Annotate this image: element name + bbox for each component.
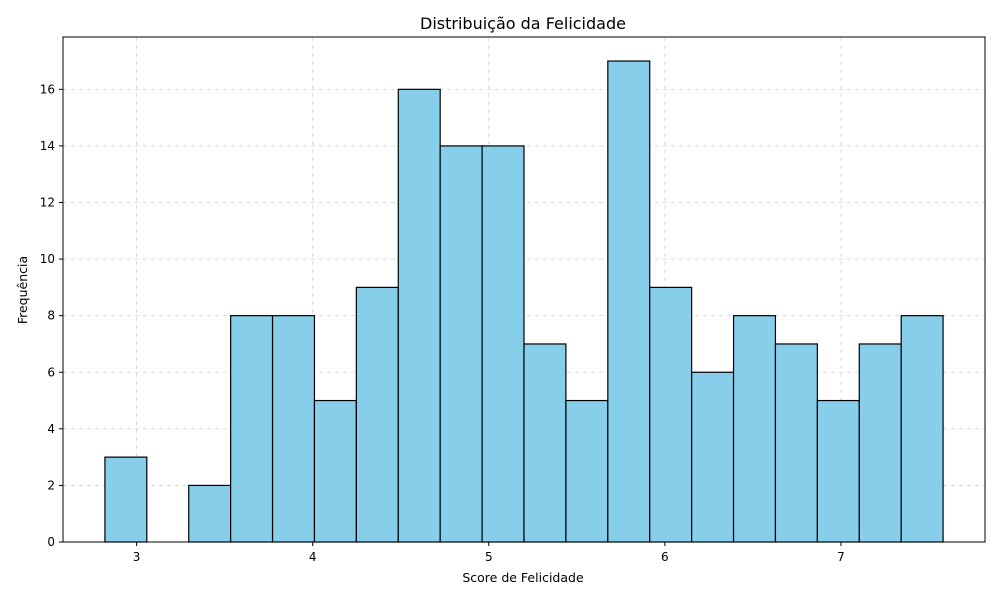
histogram-bar <box>397 88 441 543</box>
histogram-bar <box>188 484 232 543</box>
histogram-bar <box>355 286 399 543</box>
x-tick-label: 3 <box>133 550 141 564</box>
histogram-bar <box>313 399 357 543</box>
x-tick-label: 4 <box>309 550 317 564</box>
histogram-bar <box>607 60 651 543</box>
histogram-bar <box>230 315 274 543</box>
plot-frame <box>62 36 986 543</box>
chart-title: Distribuição da Felicidade <box>420 14 626 33</box>
y-tick-label: 8 <box>47 309 55 323</box>
histogram-bar <box>858 343 902 543</box>
histogram-bar <box>523 343 567 543</box>
y-tick-label: 0 <box>47 535 55 549</box>
y-tick-label: 14 <box>40 139 55 153</box>
y-tick-label: 4 <box>47 422 55 436</box>
histogram-bar <box>104 456 148 543</box>
x-axis-label: Score de Felicidade <box>462 570 584 585</box>
histogram-bar <box>271 315 316 543</box>
histogram-bar <box>481 145 525 543</box>
x-tick-label: 7 <box>837 550 845 564</box>
y-axis-label: Frequência <box>15 256 30 324</box>
y-axis: 0 2 4 6 8 10 12 14 16 <box>40 82 63 549</box>
y-tick-label: 6 <box>47 365 55 379</box>
y-tick-label: 16 <box>40 82 55 96</box>
histogram-bar <box>691 371 735 543</box>
x-tick-label: 6 <box>661 550 669 564</box>
y-tick-label: 2 <box>47 478 55 492</box>
histogram-bar <box>900 315 944 543</box>
histogram-bar <box>439 145 483 543</box>
bars <box>104 60 944 543</box>
y-tick-label: 10 <box>40 252 55 266</box>
histogram-bar <box>565 399 609 543</box>
y-tick-label: 12 <box>40 196 55 210</box>
x-tick-label: 5 <box>485 550 493 564</box>
x-axis: 3 4 5 6 7 <box>133 542 845 564</box>
histogram-bar <box>774 343 818 543</box>
histogram-bar <box>732 315 777 543</box>
histogram-bar <box>649 286 693 543</box>
histogram-bar <box>816 399 860 543</box>
